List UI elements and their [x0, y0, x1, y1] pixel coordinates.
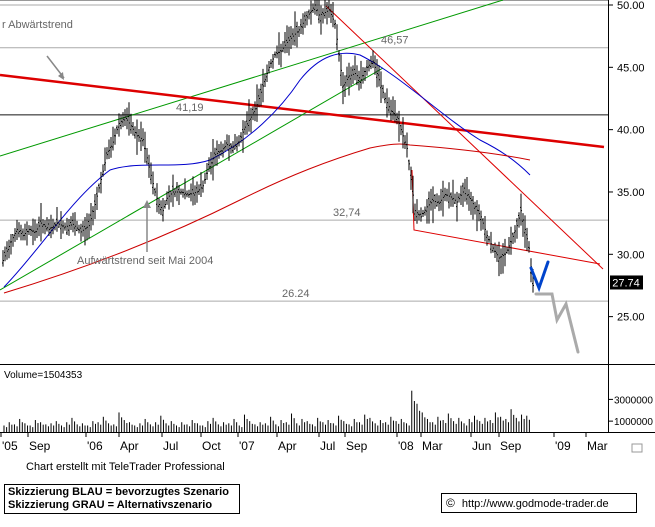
long-term-downtrend-line: [0, 73, 605, 149]
price-tick-label: 35.00: [617, 187, 645, 199]
level-labels: 46,57 41,19 32,74 26.24: [176, 35, 409, 300]
price-tick-label: 50.00: [617, 0, 645, 12]
trend-lines: [0, 0, 605, 291]
price-axis-ticks: 50.00 45.00 40.00 35.00 30.00 25.00: [608, 0, 645, 324]
source-link[interactable]: © http://www.godmode-trader.de: [441, 493, 637, 513]
time-label: '08: [398, 439, 414, 453]
legend-blue: Skizzierung BLAU = bevorzugtes Szenario: [8, 486, 229, 498]
last-price-value: 27.74: [612, 277, 640, 289]
blue-scenario-sketch: [529, 260, 550, 293]
last-price-tag: 27.74: [610, 275, 643, 290]
horizontal-levels: [0, 4, 608, 302]
price-tick-label: 45.00: [617, 62, 645, 74]
annotations: r Abwärtstrend Aufwärtstrend seit Mai 200…: [2, 19, 213, 267]
time-label: Mar: [587, 439, 608, 453]
level-label: 46,57: [381, 35, 409, 47]
time-label: Apr: [120, 439, 139, 453]
level-label: 32,74: [333, 207, 361, 219]
time-label: Oct: [202, 439, 221, 453]
level-label: 26.24: [282, 288, 310, 300]
time-label: Sep: [29, 439, 51, 453]
downtrend-annotation: r Abwärtstrend: [2, 19, 73, 31]
uptrend-arrow-head: [143, 200, 151, 208]
volume-tick-label: 1000000: [614, 417, 653, 428]
time-label: Jun: [472, 439, 491, 453]
price-bars: [2, 0, 534, 293]
volume-bars: [3, 390, 530, 432]
gray-scenario-sketch: [534, 292, 580, 354]
time-label: '06: [87, 439, 103, 453]
time-label: '09: [555, 439, 571, 453]
downtrend-resistance-line: [325, 5, 604, 270]
time-label: Sep: [500, 439, 522, 453]
chart-credit: Chart erstellt mit TeleTrader Profession…: [26, 461, 225, 473]
time-label: '05: [2, 439, 18, 453]
volume-title: Volume=1504353: [4, 370, 83, 381]
downtrend-arrow-head: [58, 72, 64, 80]
copyright-icon: ©: [446, 496, 455, 510]
level-label: 41,19: [176, 102, 204, 114]
volume-axis-ticks: 3000000 1000000: [608, 395, 653, 428]
price-tick-label: 25.00: [617, 312, 645, 324]
legend-gray: Skizzierung GRAU = Alternativszenario: [8, 499, 213, 511]
time-label: Sep: [346, 439, 368, 453]
time-label: '07: [239, 439, 255, 453]
uptrend-annotation: Aufwärtstrend seit Mai 2004: [77, 255, 213, 267]
time-label: Mar: [422, 439, 443, 453]
trend-channel-upper: [0, 0, 504, 157]
scenario-legend: Skizzierung BLAU = bevorzugtes Szenario …: [4, 484, 240, 514]
time-label: Apr: [278, 439, 297, 453]
price-tick-label: 40.00: [617, 125, 645, 137]
time-label: Jul: [163, 439, 178, 453]
support-line: [411, 169, 601, 265]
volume-tick-label: 3000000: [614, 395, 653, 406]
trend-channel-lower: [0, 67, 384, 291]
slow-moving-average: [3, 143, 531, 294]
time-axis-labels: '05 Sep '06 Apr Jul Oct '07 Apr Jul Sep '08 Mar Jun S…: [0, 432, 608, 453]
time-label: Jul: [320, 439, 335, 453]
price-tick-label: 30.00: [617, 249, 645, 261]
fast-moving-average: [3, 52, 531, 288]
source-url: http://www.godmode-trader.de: [461, 498, 609, 510]
scenario-sketches: [529, 260, 580, 354]
volume-corner-icon: [631, 443, 643, 453]
